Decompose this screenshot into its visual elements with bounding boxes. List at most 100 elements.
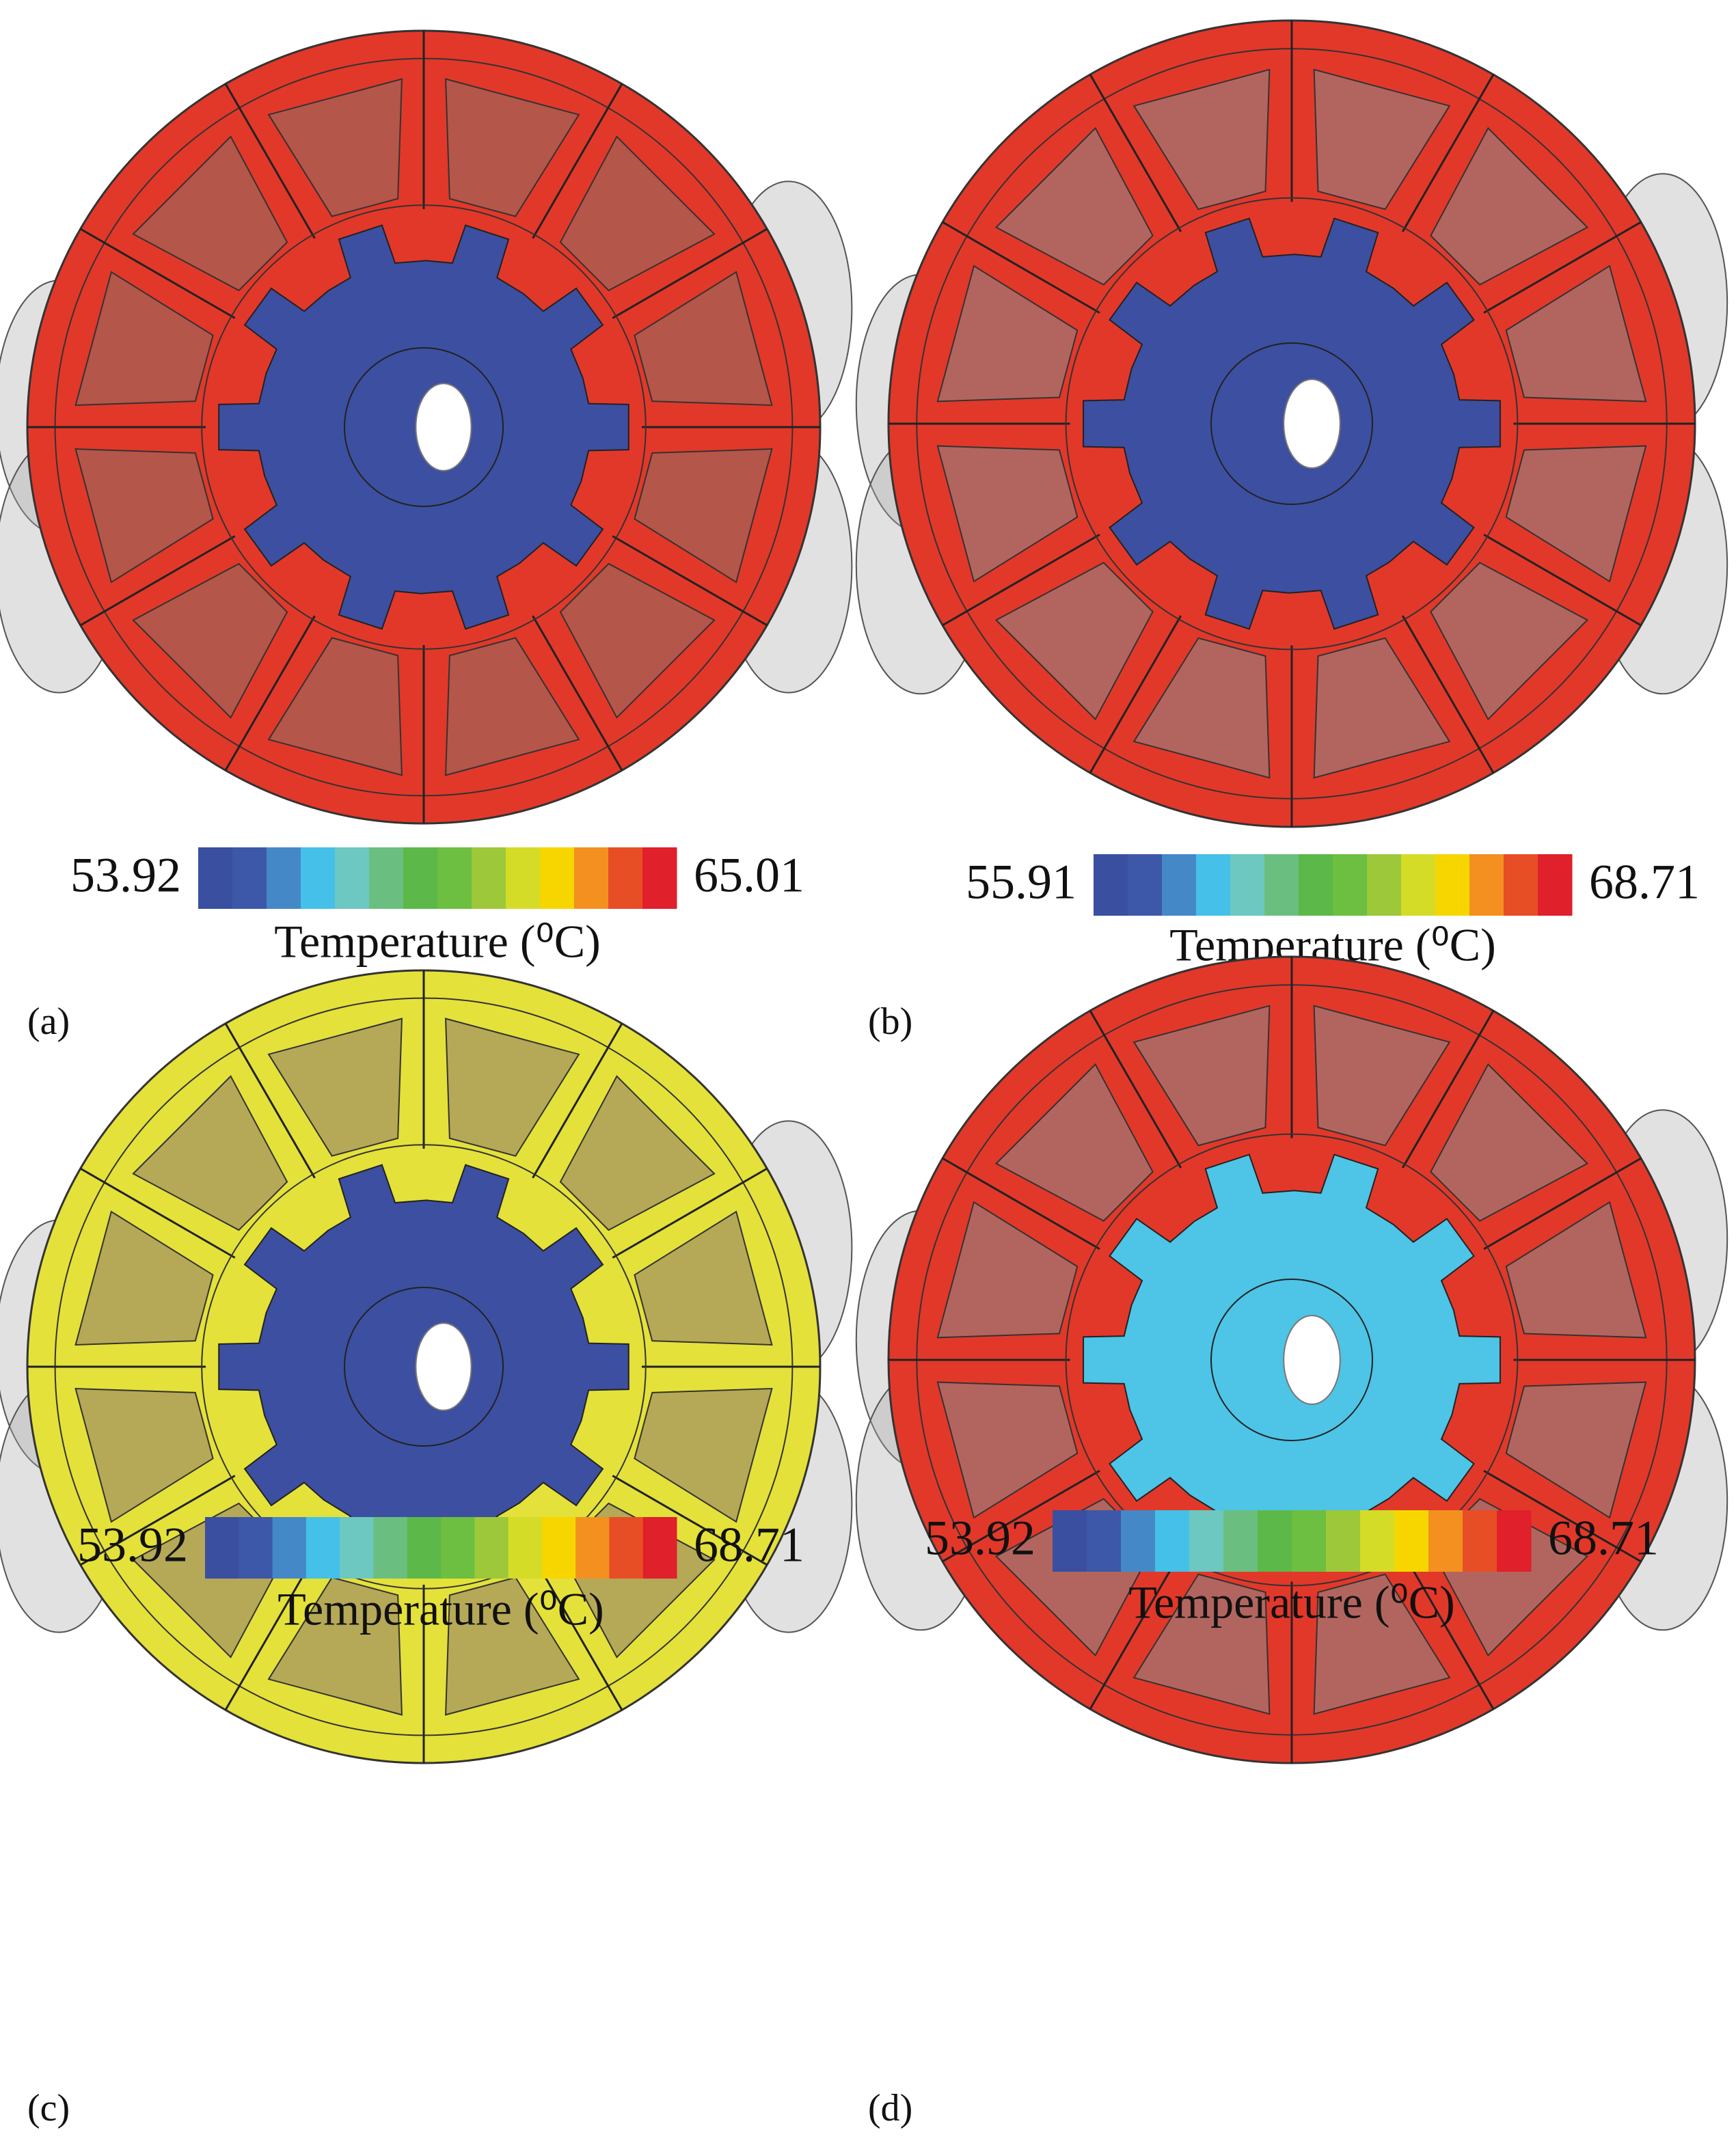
colorbar-segment xyxy=(642,1517,677,1579)
stator-tooth xyxy=(1401,1010,1495,1169)
stator-tooth xyxy=(79,1167,236,1259)
colorbar-title: Temperature (⁰C) xyxy=(1128,1577,1455,1628)
slot xyxy=(1430,1063,1589,1222)
colorbar-segment xyxy=(437,847,472,909)
stator-tooth xyxy=(224,83,316,239)
colorbar-segment xyxy=(1292,1510,1327,1572)
colorbar-segment xyxy=(608,847,643,909)
colorbar-segment xyxy=(301,847,336,909)
colorbar-segment xyxy=(441,1517,475,1579)
colorbar-segment xyxy=(1121,1510,1156,1572)
stator-tooth xyxy=(224,1022,316,1179)
stator-tooth xyxy=(1483,1469,1642,1563)
slot xyxy=(267,1018,403,1157)
colorbar-segment xyxy=(403,847,438,909)
colorbar-segment xyxy=(1463,1510,1497,1572)
colorbar-segment xyxy=(272,1517,307,1579)
stator-tooth xyxy=(942,1157,1100,1251)
slot xyxy=(634,1388,773,1523)
colorbar-segment xyxy=(407,1517,442,1579)
panel-label: (b) xyxy=(868,1000,912,1043)
stator-tooth xyxy=(612,228,768,319)
colorbar-segment xyxy=(1128,854,1163,916)
stator-tooth xyxy=(1483,533,1642,627)
stator-tooth xyxy=(1089,615,1182,774)
slot xyxy=(1430,562,1589,721)
slot xyxy=(1505,445,1647,583)
colorbar-segment xyxy=(1264,854,1299,916)
slot xyxy=(1313,68,1451,210)
colorbar-max: 65.01 xyxy=(694,848,804,903)
stator-tooth xyxy=(79,228,236,319)
colorbar-segment xyxy=(1326,1510,1361,1572)
slot xyxy=(445,78,580,217)
colorbar-min: 53.92 xyxy=(70,848,181,903)
colorbar-segment xyxy=(1162,854,1197,916)
colorbar-segment xyxy=(575,1517,610,1579)
colorbar-segment xyxy=(1223,1510,1258,1572)
shaft-ring xyxy=(344,1287,504,1447)
slot xyxy=(559,135,716,292)
colorbar-segment xyxy=(1360,1510,1395,1572)
stator-tooth xyxy=(942,533,1100,627)
stator-tooth xyxy=(1483,221,1642,314)
colorbar-segment xyxy=(267,847,301,909)
colorbar-segment xyxy=(1258,1510,1292,1572)
colorbar-segment xyxy=(340,1517,374,1579)
stator-tooth xyxy=(79,535,236,627)
slot xyxy=(1313,1573,1451,1715)
slot xyxy=(994,126,1154,286)
slot xyxy=(994,1063,1154,1222)
colorbar-max: 68.71 xyxy=(1589,855,1700,910)
stator-tooth xyxy=(532,83,623,239)
stator-bore xyxy=(1065,197,1519,651)
shaft-hole xyxy=(415,1322,472,1411)
colorbar-min: 55.91 xyxy=(966,855,1076,910)
panel: 53.92 68.71 Temperature (⁰C) (c) xyxy=(0,969,853,2129)
stator-bore xyxy=(201,1144,647,1589)
colorbar-min: 53.92 xyxy=(77,1518,188,1572)
colorbar-segment xyxy=(335,847,370,909)
colorbar-segment xyxy=(508,1517,543,1579)
stator-tooth xyxy=(224,1555,316,1711)
colorbar-segment xyxy=(1053,1510,1087,1572)
slot xyxy=(936,264,1079,402)
colorbar-segment xyxy=(1094,854,1128,916)
slot xyxy=(445,1018,580,1157)
colorbar-segment xyxy=(1394,1510,1429,1572)
colorbar-segment xyxy=(1435,854,1470,916)
slot xyxy=(1133,68,1271,210)
stator-bore xyxy=(1065,1133,1519,1587)
colorbar-segment xyxy=(205,1517,239,1579)
colorbar-segment xyxy=(472,847,506,909)
colorbar-segment xyxy=(1538,854,1573,916)
stator-tooth xyxy=(532,615,623,772)
slot xyxy=(445,1577,580,1716)
slot xyxy=(267,1577,403,1716)
slot xyxy=(1133,1005,1271,1147)
stator-tooth xyxy=(79,1475,236,1566)
stator-tooth xyxy=(1483,1157,1642,1251)
panel-label: (c) xyxy=(27,2087,70,2129)
colorbar-segment xyxy=(198,847,233,909)
slot xyxy=(1430,126,1589,286)
colorbar-segment xyxy=(1155,1510,1190,1572)
slot xyxy=(634,1210,773,1346)
slot xyxy=(1505,1381,1647,1519)
colorbar-title: Temperature (⁰C) xyxy=(274,916,601,968)
stator-tooth xyxy=(1401,74,1495,232)
stator-tooth xyxy=(942,1469,1100,1563)
shaft-hole xyxy=(415,383,472,472)
colorbar-segment xyxy=(1189,1510,1224,1572)
stator-tooth xyxy=(1401,615,1495,774)
shaft-ring xyxy=(1210,1279,1373,1441)
colorbar-segment xyxy=(232,847,267,909)
stator-tooth xyxy=(1401,1551,1495,1710)
colorbar-segment xyxy=(1428,1510,1463,1572)
shaft-ring xyxy=(1210,342,1373,505)
colorbar-segment xyxy=(541,1517,576,1579)
slot xyxy=(936,1201,1079,1339)
slot xyxy=(1505,264,1647,402)
